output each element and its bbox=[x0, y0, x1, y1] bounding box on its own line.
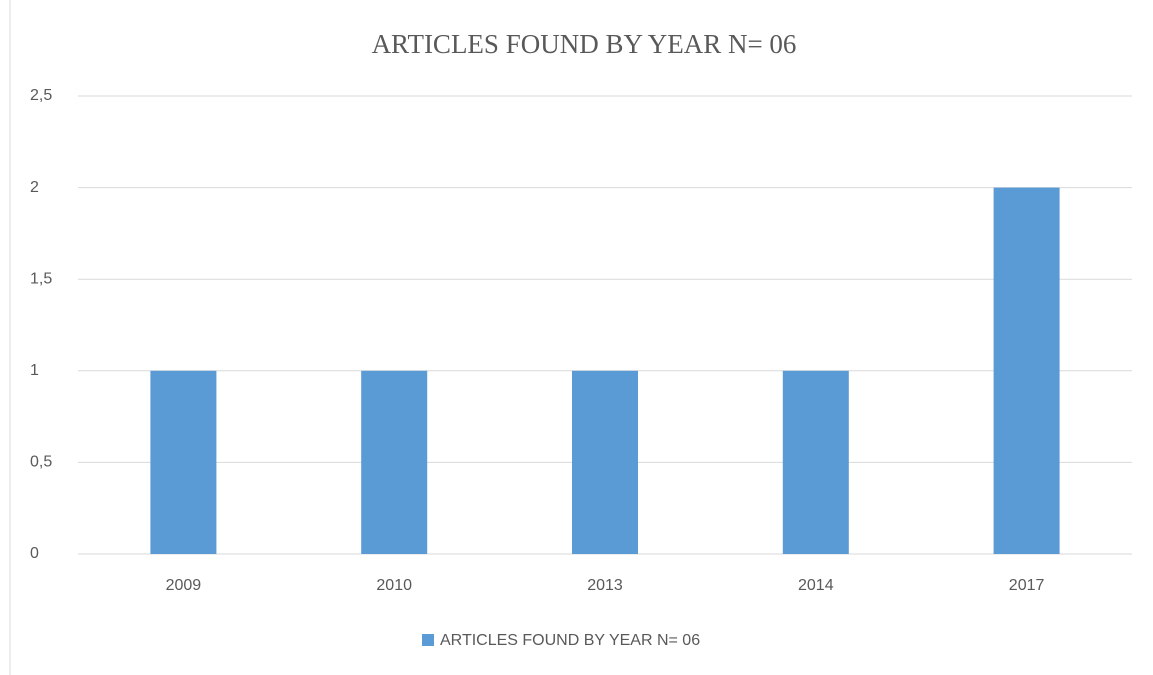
x-tick-label: 2009 bbox=[166, 577, 202, 594]
legend-label: ARTICLES FOUND BY YEAR N= 06 bbox=[440, 632, 700, 649]
y-tick-label: 0 bbox=[30, 545, 39, 562]
x-tick-label: 2010 bbox=[376, 577, 412, 594]
y-tick-label: 2,5 bbox=[30, 87, 52, 104]
x-tick-label: 2013 bbox=[587, 577, 623, 594]
bar bbox=[572, 370, 638, 554]
legend-swatch bbox=[422, 634, 434, 646]
y-tick-label: 1 bbox=[30, 362, 39, 379]
bar bbox=[993, 187, 1060, 554]
chart-title: ARTICLES FOUND BY YEAR N= 06 bbox=[372, 29, 797, 59]
y-tick-label: 2 bbox=[30, 179, 39, 196]
bar bbox=[782, 370, 849, 554]
y-tick-label: 0,5 bbox=[30, 454, 52, 471]
x-tick-label: 2014 bbox=[798, 577, 834, 594]
y-tick-label: 1,5 bbox=[30, 270, 52, 287]
x-tick-label: 2017 bbox=[1009, 577, 1045, 594]
bar bbox=[150, 370, 217, 554]
bar bbox=[361, 370, 428, 554]
